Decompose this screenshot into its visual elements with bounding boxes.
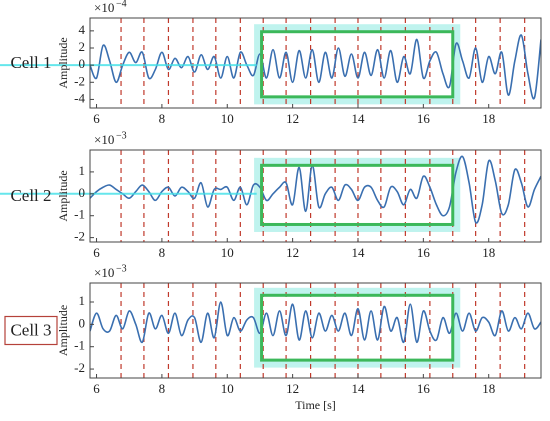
x-tick-label: 18 [482,245,495,260]
signal-line [90,301,541,344]
x-tick-label: 10 [221,111,234,126]
box-glow [254,157,461,232]
multiplier-exponent: −3 [116,263,127,274]
multiplier-base: ×10 [94,0,114,15]
x-tick-label: 16 [417,381,431,396]
x-tick-label: 10 [221,381,234,396]
y-tick-label: -2 [74,360,85,375]
signal-line [90,155,541,224]
x-tick-label: 12 [286,111,299,126]
x-tick-label: 6 [93,111,100,126]
x-tick-label: 6 [93,381,100,396]
y-tick-label: 0 [79,185,86,200]
y-tick-label: -1 [74,338,85,353]
y-axis-label: Amplitude [56,170,70,221]
multiplier-exponent: −4 [116,0,127,9]
highlight-box [260,30,455,99]
cell-label: Cell 2 [10,186,51,205]
x-tick-label: 14 [351,245,365,260]
x-axis-label: Time [s] [295,398,336,412]
x-tick-label: 14 [351,111,365,126]
y-axis-label: Amplitude [56,37,70,88]
box-glow [254,24,461,105]
multiplier-base: ×10 [94,265,114,280]
multiplier-exponent: −3 [116,130,127,141]
y-tick-label: 1 [79,293,86,308]
x-tick-label: 16 [417,245,431,260]
cell-label-box [4,315,58,346]
highlight-box [260,163,455,226]
y-tick-label: -4 [74,90,85,105]
y-tick-label: 4 [79,22,86,37]
y-axis-label: Amplitude [56,305,70,356]
x-tick-label: 8 [159,381,166,396]
x-tick-label: 10 [221,245,234,260]
cell-label: Cell 1 [10,53,51,72]
y-tick-label: 1 [79,163,86,178]
y-tick-label: 2 [79,39,86,54]
highlight-box [260,293,455,362]
x-tick-label: 14 [351,381,365,396]
x-tick-label: 18 [482,111,495,126]
x-tick-label: 8 [159,245,166,260]
plot-frame [89,282,542,379]
plot-content [90,283,541,378]
multiplier-base: ×10 [94,132,114,147]
signal-line [90,34,541,100]
y-tick-label: -2 [74,229,85,244]
y-tick-label: -2 [74,73,85,88]
x-tick-label: 8 [159,111,166,126]
x-tick-label: 16 [417,111,431,126]
plot-frame [89,17,542,109]
x-tick-label: 6 [93,245,100,260]
x-tick-label: 12 [286,245,299,260]
y-tick-label: 0 [79,315,86,330]
x-tick-label: 12 [286,381,299,396]
cell-label: Cell 3 [10,320,51,339]
y-tick-label: -1 [74,207,85,222]
y-tick-label: 0 [79,56,86,71]
x-tick-label: 18 [482,381,495,396]
plot-frame [89,149,542,243]
